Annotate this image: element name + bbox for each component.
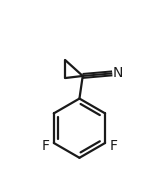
Text: F: F	[109, 139, 117, 153]
Text: N: N	[112, 66, 123, 80]
Text: F: F	[42, 139, 50, 153]
